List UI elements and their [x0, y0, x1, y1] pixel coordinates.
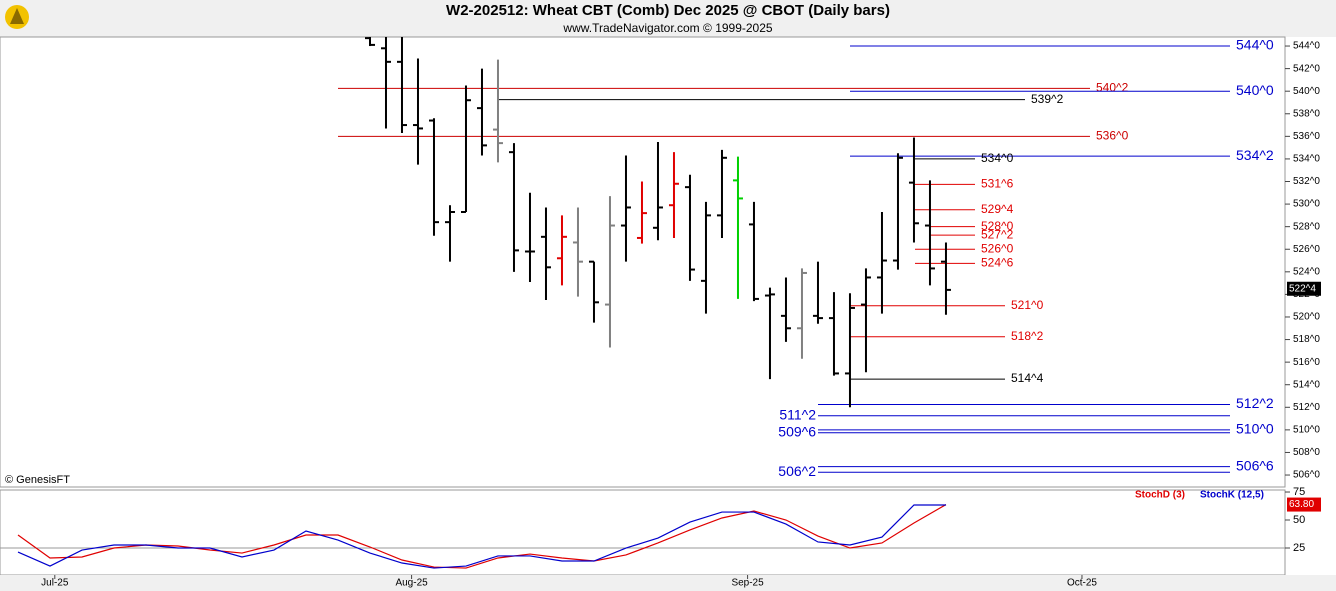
level-label: 527^2: [981, 227, 1014, 241]
stoch-line: [17, 504, 946, 569]
y-tick-label: 534^0: [1293, 154, 1320, 165]
level-label: 534^2: [1236, 147, 1274, 163]
x-tick-label: Sep-25: [731, 578, 764, 589]
header: [0, 0, 1336, 37]
y-tick-label: 75: [1293, 486, 1305, 498]
legend-entry: StochD (3): [1135, 490, 1185, 501]
level-label: 539^2: [1031, 92, 1064, 106]
level-label: 524^6: [981, 256, 1014, 270]
y-tick-label: 538^0: [1293, 108, 1320, 119]
y-tick-label: 524^0: [1293, 266, 1320, 277]
level-label: 534^0: [981, 151, 1014, 165]
y-tick-label: 518^0: [1293, 334, 1320, 345]
stoch-panel: [0, 489, 1286, 576]
y-tick-label: 536^0: [1293, 131, 1320, 142]
level-label: 540^2: [1096, 81, 1129, 95]
y-tick-label: 520^0: [1293, 312, 1320, 323]
last-price-box: [1287, 281, 1321, 296]
y-tick-label: 506^0: [1293, 470, 1320, 481]
y-tick-label: 510^0: [1293, 425, 1320, 436]
price-panel: [0, 36, 1286, 488]
chart-title: W2-202512: Wheat CBT (Comb) Dec 2025 @ C…: [446, 2, 890, 19]
level-label: 506^2: [778, 463, 816, 479]
level-label: 511^2: [779, 406, 816, 422]
y-tick-label: 542^0: [1293, 63, 1320, 74]
y-tick-label: 528^0: [1293, 221, 1320, 232]
last-price-label: 522^4: [1289, 283, 1316, 294]
y-tick-label: 526^0: [1293, 244, 1320, 255]
level-label: 540^0: [1236, 82, 1274, 98]
x-tick-label: Aug-25: [395, 578, 428, 589]
level-label: 512^2: [1236, 395, 1274, 411]
y-tick-label: 50: [1293, 514, 1305, 526]
level-label: 528^0: [981, 219, 1014, 233]
y-tick-label: 514^0: [1293, 379, 1320, 390]
subtitle: www.TradeNavigator.com © 1999-2025: [562, 21, 772, 35]
y-tick-label: 512^0: [1293, 402, 1320, 413]
level-label: 544^0: [1236, 37, 1274, 53]
level-label: 506^6: [1236, 457, 1274, 473]
x-tick-label: Jul-25: [41, 578, 69, 589]
y-tick-label: 540^0: [1293, 86, 1320, 97]
x-tick-label: Oct-25: [1067, 578, 1097, 589]
logo: [5, 5, 29, 29]
level-label: 518^2: [1011, 329, 1044, 343]
credit: © GenesisFT: [5, 474, 70, 486]
y-tick-label: 532^0: [1293, 176, 1320, 187]
level-label: 510^0: [1236, 421, 1274, 437]
y-tick-label: 25: [1293, 542, 1305, 554]
y-tick-label: 544^0: [1293, 41, 1320, 52]
level-label: 531^6: [981, 177, 1014, 191]
last-value-box: [1287, 497, 1321, 512]
last-value-label: 63.80: [1289, 499, 1314, 510]
level-label: 536^0: [1096, 129, 1129, 143]
stoch-line: [17, 504, 947, 569]
y-tick-label: 530^0: [1293, 199, 1320, 210]
legend-entry: StochK (12,5): [1200, 490, 1264, 501]
level-label: 509^6: [778, 423, 816, 439]
date-axis: [0, 575, 1336, 591]
y-tick-label: 516^0: [1293, 357, 1320, 368]
y-tick-label: 508^0: [1293, 447, 1320, 458]
level-label: 529^4: [981, 202, 1014, 216]
level-label: 514^4: [1011, 371, 1044, 385]
level-label: 521^0: [1011, 298, 1044, 312]
level-label: 526^0: [981, 241, 1014, 255]
